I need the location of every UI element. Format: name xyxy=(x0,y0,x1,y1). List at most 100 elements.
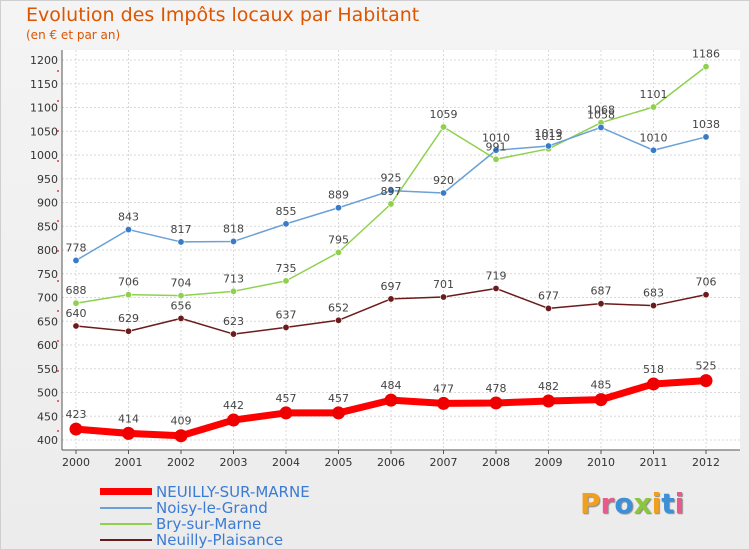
y-tick-label: 850 xyxy=(37,220,58,233)
data-label-noisy-le-grand: 843 xyxy=(118,211,139,224)
data-label-noisy-le-grand: 818 xyxy=(223,222,244,235)
data-label-bry-sur-marne: 1186 xyxy=(692,48,720,61)
data-point-neuilly-plaisance xyxy=(387,295,395,303)
x-tick-label: 2002 xyxy=(167,456,195,469)
legend-swatch xyxy=(100,488,152,495)
x-tick-label: 2000 xyxy=(62,456,90,469)
data-label-bry-sur-marne: 1013 xyxy=(535,130,563,143)
data-point-noisy-le-grand xyxy=(649,146,657,154)
data-label-neuilly-sur-marne: 478 xyxy=(486,382,507,395)
data-point-neuilly-plaisance xyxy=(544,304,552,312)
y-tick-label: 550 xyxy=(37,363,58,376)
data-point-neuilly-sur-marne xyxy=(69,422,83,436)
data-label-bry-sur-marne: 795 xyxy=(328,233,349,246)
data-point-bry-sur-marne xyxy=(72,299,80,307)
legend-label: Bry-sur-Marne xyxy=(156,515,262,533)
data-point-bry-sur-marne xyxy=(230,287,238,295)
data-label-bry-sur-marne: 991 xyxy=(486,140,507,153)
data-point-noisy-le-grand xyxy=(702,133,710,141)
data-point-neuilly-sur-marne xyxy=(174,429,188,443)
y-tick-label: 900 xyxy=(37,197,58,210)
legend-swatch xyxy=(100,539,152,541)
data-label-neuilly-sur-marne: 409 xyxy=(171,415,192,428)
data-label-neuilly-plaisance: 629 xyxy=(118,312,139,325)
data-point-noisy-le-grand xyxy=(492,146,500,154)
data-point-neuilly-sur-marne xyxy=(332,406,345,420)
data-point-neuilly-plaisance xyxy=(649,302,657,310)
data-point-bry-sur-marne xyxy=(702,63,710,71)
data-label-bry-sur-marne: 688 xyxy=(66,284,87,297)
data-point-neuilly-sur-marne xyxy=(122,426,135,440)
data-labels: 688 706 704 713 735 795 897 1059 991 1013 1068 1101… xyxy=(66,48,721,428)
data-label-noisy-le-grand: 920 xyxy=(433,174,454,187)
legend-label: Noisy-le-Grand xyxy=(156,499,268,517)
data-label-bry-sur-marne: 1059 xyxy=(430,108,458,121)
x-tick-label: 2010 xyxy=(587,456,615,469)
data-label-neuilly-plaisance: 706 xyxy=(696,276,717,289)
data-label-bry-sur-marne: 704 xyxy=(171,277,192,290)
data-label-bry-sur-marne: 706 xyxy=(118,276,139,289)
data-label-neuilly-sur-marne: 477 xyxy=(433,382,454,395)
series-layer xyxy=(69,63,713,443)
data-point-neuilly-plaisance xyxy=(177,314,185,322)
x-tick-label: 2005 xyxy=(325,456,353,469)
data-point-bry-sur-marne xyxy=(282,277,290,285)
data-point-bry-sur-marne xyxy=(125,291,133,299)
data-point-neuilly-plaisance xyxy=(439,293,447,301)
data-label-noisy-le-grand: 925 xyxy=(381,172,402,185)
data-point-neuilly-plaisance xyxy=(334,316,342,324)
data-label-bry-sur-marne: 1068 xyxy=(587,104,615,117)
data-label-neuilly-sur-marne: 525 xyxy=(696,360,717,373)
data-label-neuilly-plaisance: 623 xyxy=(223,315,244,328)
logo-letter: i xyxy=(651,487,662,520)
data-point-noisy-le-grand xyxy=(177,238,185,246)
data-point-noisy-le-grand xyxy=(282,220,290,228)
data-label-neuilly-plaisance: 697 xyxy=(381,280,402,293)
data-point-neuilly-plaisance xyxy=(702,291,710,299)
y-tick-label: 450 xyxy=(37,410,58,423)
data-point-noisy-le-grand xyxy=(597,123,605,131)
x-tick-label: 2007 xyxy=(430,456,458,469)
data-point-neuilly-sur-marne xyxy=(699,374,713,388)
data-point-noisy-le-grand xyxy=(439,189,447,197)
x-tick-label: 2012 xyxy=(692,456,720,469)
y-tick-label: 700 xyxy=(37,292,58,305)
data-label-neuilly-plaisance: 683 xyxy=(643,287,664,300)
data-point-neuilly-plaisance xyxy=(597,300,605,308)
data-label-neuilly-sur-marne: 423 xyxy=(66,408,87,421)
data-point-neuilly-plaisance xyxy=(282,323,290,331)
legend-item: Bry-sur-Marne xyxy=(100,516,360,532)
data-label-bry-sur-marne: 735 xyxy=(276,262,297,275)
data-point-neuilly-sur-marne xyxy=(489,396,503,410)
data-label-neuilly-sur-marne: 485 xyxy=(591,379,612,392)
data-point-neuilly-plaisance xyxy=(72,322,80,330)
legend-item: Neuilly-Plaisance xyxy=(100,532,360,548)
data-label-neuilly-plaisance: 640 xyxy=(66,307,87,320)
y-tick-label: 650 xyxy=(37,315,58,328)
logo-letter: t xyxy=(661,487,675,520)
data-label-noisy-le-grand: 1058 xyxy=(587,108,615,121)
y-tick-label: 600 xyxy=(37,339,58,352)
legend-label: NEUILLY-SUR-MARNE xyxy=(156,483,310,501)
y-tick-label: 500 xyxy=(37,387,58,400)
data-label-neuilly-plaisance: 677 xyxy=(538,289,559,302)
logo-letter: i xyxy=(674,487,685,520)
data-point-neuilly-plaisance xyxy=(492,284,500,292)
data-label-neuilly-sur-marne: 518 xyxy=(643,363,664,376)
data-point-bry-sur-marne xyxy=(334,248,342,256)
data-label-neuilly-plaisance: 637 xyxy=(276,308,297,321)
data-point-bry-sur-marne xyxy=(649,103,657,111)
data-label-noisy-le-grand: 817 xyxy=(171,223,192,236)
data-point-noisy-le-grand xyxy=(72,256,80,264)
data-label-neuilly-plaisance: 652 xyxy=(328,301,349,314)
y-tick-label: 1050 xyxy=(30,125,58,138)
data-label-bry-sur-marne: 1101 xyxy=(640,88,668,101)
proxiti-logo: Proxiti xyxy=(580,487,684,520)
y-tick-label: 800 xyxy=(37,244,58,257)
legend-swatch xyxy=(100,507,152,509)
legend-item: Noisy-le-Grand xyxy=(100,500,360,516)
data-point-neuilly-sur-marne xyxy=(384,393,398,407)
x-tick-label: 2011 xyxy=(640,456,668,469)
y-tick-label: 1200 xyxy=(30,54,58,67)
